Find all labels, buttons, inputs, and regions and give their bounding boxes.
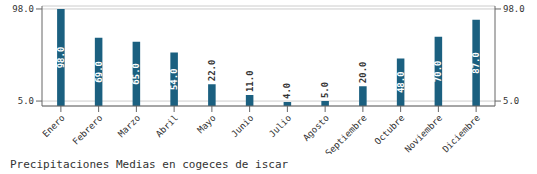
svg-text:Abril: Abril xyxy=(154,113,180,139)
svg-text:48.0: 48.0 xyxy=(396,71,406,93)
svg-text:Noviembre: Noviembre xyxy=(403,113,445,154)
svg-text:Septiembre: Septiembre xyxy=(323,113,368,154)
svg-text:Octubre: Octubre xyxy=(373,113,407,147)
svg-text:11.0: 11.0 xyxy=(245,70,255,92)
svg-text:Marzo: Marzo xyxy=(116,113,142,139)
svg-text:98.0: 98.0 xyxy=(503,4,525,14)
svg-text:Junio: Junio xyxy=(229,113,255,139)
svg-text:54.0: 54.0 xyxy=(169,68,179,90)
svg-text:98.0: 98.0 xyxy=(12,4,34,14)
svg-text:87.0: 87.0 xyxy=(471,52,481,74)
svg-text:69.0: 69.0 xyxy=(94,61,104,83)
svg-text:5.0: 5.0 xyxy=(18,96,34,106)
svg-text:65.0: 65.0 xyxy=(131,63,141,85)
svg-text:98.0: 98.0 xyxy=(56,47,66,69)
svg-text:Enero: Enero xyxy=(41,113,67,139)
svg-text:Julio: Julio xyxy=(267,113,293,139)
svg-text:20.0: 20.0 xyxy=(358,62,368,84)
svg-text:Diciembre: Diciembre xyxy=(440,113,482,154)
svg-text:70.0: 70.0 xyxy=(433,61,443,83)
svg-text:22.0: 22.0 xyxy=(207,60,217,82)
svg-text:5.0: 5.0 xyxy=(503,96,519,106)
html-text:Precipitaciones Medias en coge: Precipitaciones Medias en cogeces de isc… xyxy=(10,158,289,171)
svg-text:4.0: 4.0 xyxy=(282,83,292,99)
svg-text:Agosto: Agosto xyxy=(301,113,331,143)
svg-text:Febrero: Febrero xyxy=(71,113,105,147)
svg-text:5.0: 5.0 xyxy=(320,82,330,98)
svg-text:Mayo: Mayo xyxy=(195,113,217,135)
